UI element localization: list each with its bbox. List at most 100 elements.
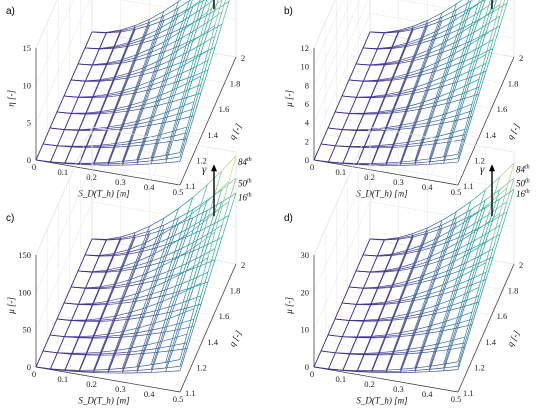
mesh-line xyxy=(113,45,129,49)
mesh-line xyxy=(142,29,158,38)
mesh-line xyxy=(64,369,80,372)
mesh-line xyxy=(200,259,216,267)
mesh-line xyxy=(385,351,394,371)
mesh-line xyxy=(135,89,151,94)
mesh-line xyxy=(378,111,393,114)
mesh-line xyxy=(391,267,400,286)
z-tick-label: 0 xyxy=(27,362,31,372)
mesh-line xyxy=(92,111,101,129)
mesh-line xyxy=(128,104,144,109)
mesh-line xyxy=(435,299,451,306)
mesh-line xyxy=(42,143,58,147)
chart-panel: 05101500.10.20.30.40.51.11.21.41.61.8284… xyxy=(6,0,245,199)
mesh-line xyxy=(164,249,179,257)
mesh-line xyxy=(478,262,487,288)
mesh-line xyxy=(92,301,108,304)
mesh-line xyxy=(70,286,86,289)
mesh-line xyxy=(171,229,186,238)
mesh-line xyxy=(114,143,130,146)
mesh-line xyxy=(463,211,479,223)
mesh-line xyxy=(121,54,136,61)
mesh-line xyxy=(428,330,444,334)
mesh-line xyxy=(70,270,79,288)
mesh-line xyxy=(178,22,194,34)
mesh-line xyxy=(214,214,230,224)
mesh-line xyxy=(149,248,165,257)
mesh-line xyxy=(456,33,472,42)
mesh-line xyxy=(228,0,230,2)
mesh-line xyxy=(384,78,393,97)
mesh-line xyxy=(414,310,422,331)
mesh-line xyxy=(399,334,415,337)
mesh-line xyxy=(342,320,350,337)
mesh-line xyxy=(449,249,458,271)
mesh-line xyxy=(435,284,444,306)
mesh-line xyxy=(421,343,437,348)
mesh-line xyxy=(92,321,101,339)
x-tick-label: 0.2 xyxy=(86,379,97,389)
mesh-line xyxy=(385,300,400,304)
mesh-line xyxy=(341,79,350,97)
mesh-line xyxy=(142,19,150,38)
mesh-line xyxy=(92,96,108,99)
mesh-line xyxy=(420,23,428,42)
mesh-line xyxy=(135,48,151,56)
mesh-line xyxy=(106,254,115,272)
mesh-line xyxy=(214,0,219,11)
mesh-line xyxy=(413,227,428,234)
mesh-line xyxy=(200,223,215,232)
mesh-line xyxy=(93,145,101,164)
mesh-line xyxy=(200,231,216,244)
mesh-line xyxy=(442,310,451,331)
mesh-line xyxy=(434,12,443,32)
mesh-line xyxy=(506,163,515,189)
mesh-line xyxy=(157,112,166,136)
mesh-line xyxy=(385,316,393,336)
mesh-line xyxy=(450,306,465,311)
mesh-line xyxy=(506,178,515,202)
mesh-line xyxy=(136,120,151,125)
mesh-line xyxy=(193,283,202,309)
mesh-line xyxy=(349,129,358,147)
mesh-line xyxy=(200,24,216,37)
mesh-line xyxy=(407,332,415,353)
mesh-line xyxy=(399,316,408,336)
mesh-line xyxy=(135,37,143,56)
z-tick-label: 10 xyxy=(23,80,32,90)
mesh-line xyxy=(413,290,429,296)
mesh-line xyxy=(92,318,101,336)
mesh-line xyxy=(327,334,343,337)
mesh-line xyxy=(113,253,129,257)
mesh-line xyxy=(85,303,94,321)
mesh-line xyxy=(355,254,364,272)
mesh-line xyxy=(186,256,201,264)
x-tick-label: 0.5 xyxy=(173,187,184,197)
q-tick-label: 1.1 xyxy=(185,388,196,398)
mesh-line xyxy=(135,274,144,294)
mesh-line xyxy=(142,236,158,245)
z-tick-label: 15 xyxy=(23,43,32,53)
mesh-line xyxy=(492,0,497,13)
mesh-line xyxy=(50,352,58,369)
mesh-line xyxy=(185,0,201,12)
mesh-line xyxy=(164,53,173,76)
mesh-line xyxy=(107,92,122,97)
mesh-line xyxy=(207,0,223,13)
z-tick-label: 150 xyxy=(18,250,31,260)
mesh-line xyxy=(429,370,444,373)
z-tick-label: 10 xyxy=(301,325,310,335)
mesh-line xyxy=(384,29,399,33)
mesh-line xyxy=(414,118,429,123)
mesh-line xyxy=(121,297,137,302)
mesh-line xyxy=(99,46,114,49)
mesh-line xyxy=(214,24,223,48)
mesh-line xyxy=(471,87,480,111)
mesh-line xyxy=(114,75,129,79)
mesh-line xyxy=(385,147,394,166)
mesh-line xyxy=(114,105,130,110)
mesh-line xyxy=(313,143,322,161)
mesh-line xyxy=(113,238,122,256)
mesh-line xyxy=(122,161,137,164)
